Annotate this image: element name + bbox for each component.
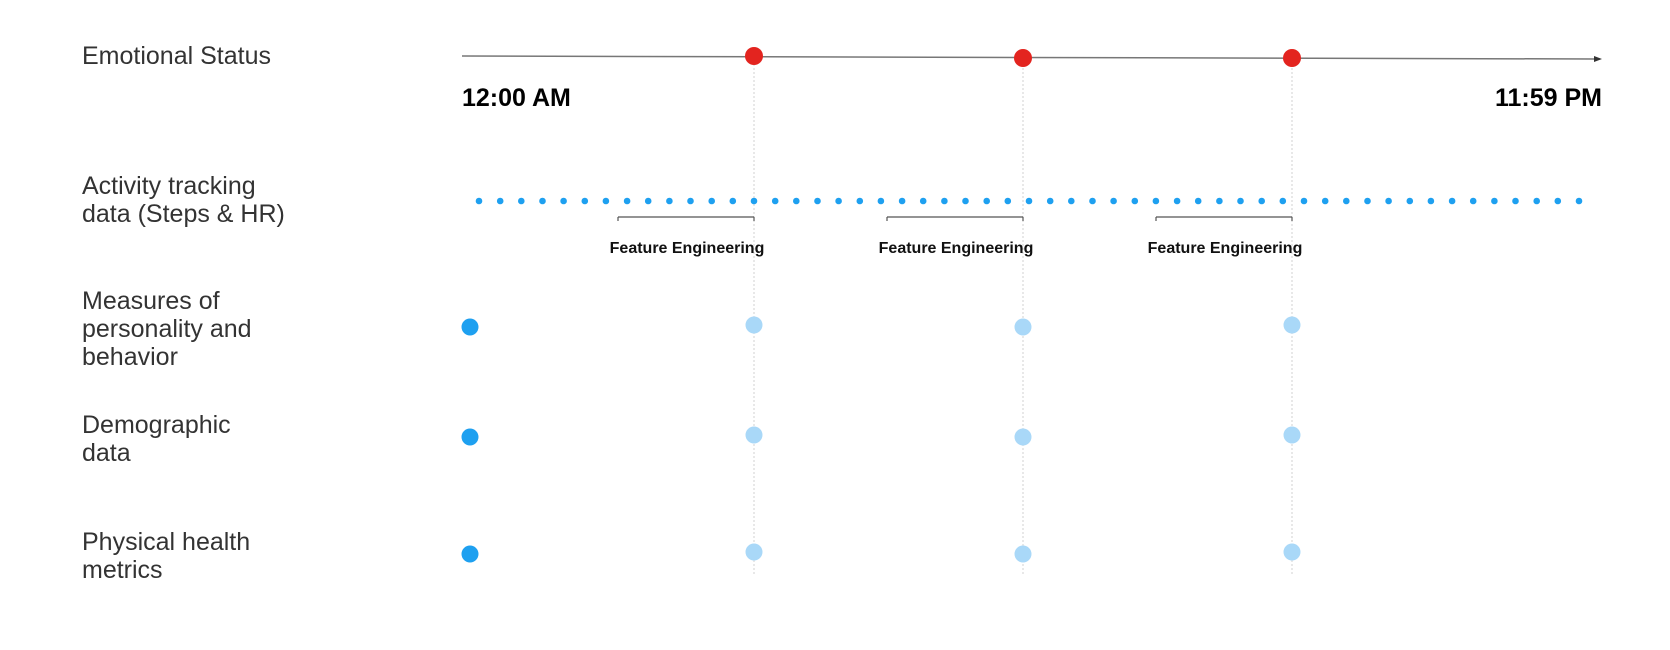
emotion-marker bbox=[745, 47, 763, 65]
activity-dot bbox=[793, 197, 800, 205]
activity-dot bbox=[1089, 197, 1096, 205]
label-line: Emotional Status bbox=[82, 42, 271, 70]
activity-dot bbox=[1343, 197, 1350, 205]
repeat-data-marker bbox=[745, 543, 763, 561]
activity-dot bbox=[1004, 197, 1012, 205]
repeat-data-marker bbox=[1014, 545, 1032, 563]
activity-dot bbox=[771, 197, 779, 205]
label-demographic-data: Demographic data bbox=[82, 411, 231, 467]
activity-dot bbox=[1575, 197, 1583, 205]
static-data-marker bbox=[461, 428, 479, 446]
activity-dot bbox=[1533, 197, 1540, 205]
activity-dot bbox=[666, 197, 673, 205]
activity-dot bbox=[687, 197, 694, 205]
emotion-marker bbox=[1014, 49, 1032, 67]
activity-dot bbox=[1469, 197, 1477, 205]
label-line: personality and bbox=[82, 315, 252, 343]
repeat-data-marker bbox=[1014, 318, 1032, 336]
feature-engineering-label: Feature Engineering bbox=[879, 240, 1034, 257]
feature-engineering-label: Feature Engineering bbox=[1148, 240, 1303, 257]
activity-dot bbox=[1173, 197, 1181, 205]
label-line: Measures of bbox=[82, 287, 220, 315]
timeline-start-label: 12:00 AM bbox=[462, 84, 571, 112]
activity-dot bbox=[581, 197, 589, 205]
label-line: data (Steps & HR) bbox=[82, 200, 285, 228]
label-line: data bbox=[82, 439, 131, 467]
activity-dot bbox=[1406, 197, 1414, 205]
activity-dot bbox=[1512, 197, 1519, 205]
activity-dot bbox=[1554, 197, 1562, 205]
repeat-data-marker bbox=[1283, 543, 1301, 561]
activity-dot bbox=[983, 197, 990, 205]
activity-dot bbox=[856, 197, 864, 205]
activity-dot bbox=[1237, 197, 1244, 205]
activity-dot bbox=[750, 197, 758, 205]
activity-dot bbox=[1364, 197, 1371, 205]
label-line: metrics bbox=[82, 556, 163, 584]
feature-engineering-label: Feature Engineering bbox=[610, 240, 765, 257]
activity-dot bbox=[1046, 197, 1054, 205]
activity-dot bbox=[623, 197, 631, 205]
activity-dot bbox=[1194, 197, 1202, 205]
activity-dot bbox=[1216, 197, 1223, 205]
repeat-data-marker bbox=[745, 316, 763, 334]
activity-dot bbox=[835, 197, 842, 205]
activity-dot bbox=[560, 197, 567, 205]
activity-dot bbox=[1258, 197, 1265, 205]
label-line: Activity tracking bbox=[82, 172, 256, 200]
repeat-data-marker bbox=[1283, 426, 1301, 444]
label-activity-tracking: Activity tracking data (Steps & HR) bbox=[82, 172, 285, 228]
activity-dot bbox=[1321, 197, 1329, 205]
activity-dot bbox=[518, 197, 525, 205]
label-emotional-status: Emotional Status bbox=[82, 42, 271, 70]
activity-dot bbox=[1448, 197, 1456, 205]
activity-dot bbox=[1131, 197, 1139, 205]
label-physical-health: Physical health metrics bbox=[82, 528, 250, 584]
label-measures-personality: Measures of personality and behavior bbox=[82, 287, 252, 371]
activity-dot bbox=[729, 197, 737, 205]
emotion-marker bbox=[1283, 49, 1301, 67]
activity-dot bbox=[941, 197, 948, 205]
activity-dot bbox=[877, 197, 885, 205]
activity-dot bbox=[1427, 197, 1435, 205]
timeline-end-label: 11:59 PM bbox=[1494, 84, 1602, 112]
timeline-arrowhead bbox=[1594, 56, 1602, 62]
activity-dot bbox=[898, 197, 906, 205]
activity-dot bbox=[1068, 197, 1075, 205]
static-data-marker bbox=[461, 318, 479, 336]
activity-dot bbox=[708, 197, 715, 205]
repeat-data-marker bbox=[745, 426, 763, 444]
label-line: behavior bbox=[82, 343, 178, 371]
label-line: Demographic bbox=[82, 411, 231, 439]
activity-dot bbox=[1491, 197, 1498, 205]
static-data-marker bbox=[461, 545, 479, 563]
activity-dot bbox=[1300, 197, 1308, 205]
activity-dot bbox=[962, 197, 969, 205]
label-line: Physical health bbox=[82, 528, 251, 556]
activity-dot bbox=[539, 197, 546, 205]
activity-dot bbox=[1025, 197, 1033, 205]
repeat-data-marker bbox=[1283, 316, 1301, 334]
activity-dot bbox=[1152, 197, 1160, 205]
activity-dot bbox=[1385, 197, 1392, 205]
repeat-data-marker bbox=[1014, 428, 1032, 446]
activity-dot bbox=[919, 197, 927, 205]
activity-dot bbox=[475, 197, 483, 205]
activity-dot bbox=[644, 197, 652, 205]
activity-dot bbox=[1279, 197, 1287, 205]
activity-dot bbox=[814, 197, 821, 205]
activity-dot bbox=[1110, 197, 1117, 205]
activity-dot bbox=[496, 197, 504, 205]
activity-dot bbox=[602, 197, 610, 205]
